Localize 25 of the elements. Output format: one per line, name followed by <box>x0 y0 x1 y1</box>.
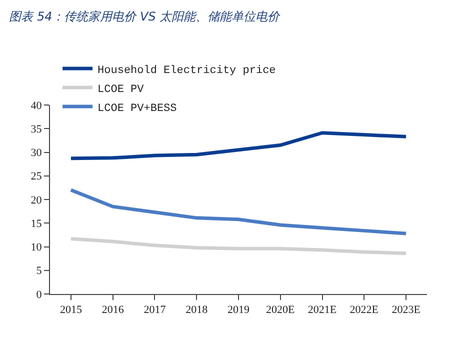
y-tick-label: 30 <box>30 147 42 160</box>
x-tick-label: 2018 <box>186 304 208 316</box>
y-tick-label: 15 <box>30 218 42 230</box>
x-tick-label: 2022E <box>350 304 379 316</box>
y-tick-label: 0 <box>36 288 42 301</box>
line-series <box>69 188 408 236</box>
x-tick-label: 2020E <box>266 304 296 316</box>
x-tick-label: 2016 <box>102 304 124 316</box>
y-tick-label: 25 <box>30 170 42 183</box>
x-tick-label: 2023E <box>392 304 421 316</box>
y-tick-label: 35 <box>30 123 42 136</box>
line-series <box>69 131 408 160</box>
y-tick-label: 40 <box>30 100 42 112</box>
legend-label: LCOE PV <box>98 84 144 96</box>
x-tick-label: 2021E <box>308 304 337 316</box>
y-tick-label: 10 <box>30 242 42 254</box>
y-tick-label: 5 <box>36 265 42 278</box>
line-series <box>69 236 408 256</box>
x-tick-label: 2017 <box>144 304 166 316</box>
legend-label: LCOE PV+BESS <box>98 102 178 115</box>
chart-title: 图表 54：传统家用电价 VS 太阳能、储能单位电价 <box>9 9 281 24</box>
legend-label: Household Electricity price <box>98 64 276 77</box>
y-tick-label: 20 <box>30 194 42 206</box>
x-tick-label: 2015 <box>60 304 82 316</box>
x-tick-label: 2019 <box>228 304 250 316</box>
